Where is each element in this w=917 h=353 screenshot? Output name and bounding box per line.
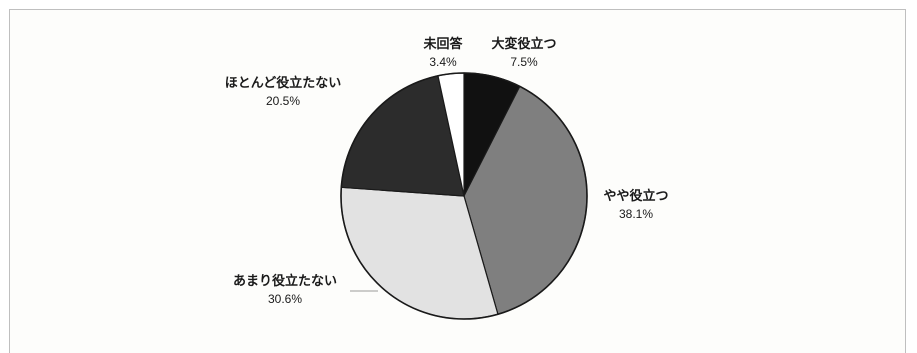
pie-outline <box>340 72 588 320</box>
pie-slices <box>340 72 588 320</box>
value-amari: 30.6% <box>268 292 302 306</box>
value-taihen: 7.5% <box>510 55 538 69</box>
value-hotondo: 20.5% <box>266 94 300 108</box>
label-yaya: やや役立つ <box>603 188 668 204</box>
label-taihen: 大変役立つ <box>491 36 556 52</box>
label-amari: あまり役立たない <box>233 273 337 289</box>
label-hotondo: ほとんど役立たない <box>225 75 342 91</box>
value-mikaitou: 3.4% <box>429 55 457 69</box>
value-yaya: 38.1% <box>619 207 653 221</box>
label-mikaitou: 未回答 <box>422 36 463 52</box>
